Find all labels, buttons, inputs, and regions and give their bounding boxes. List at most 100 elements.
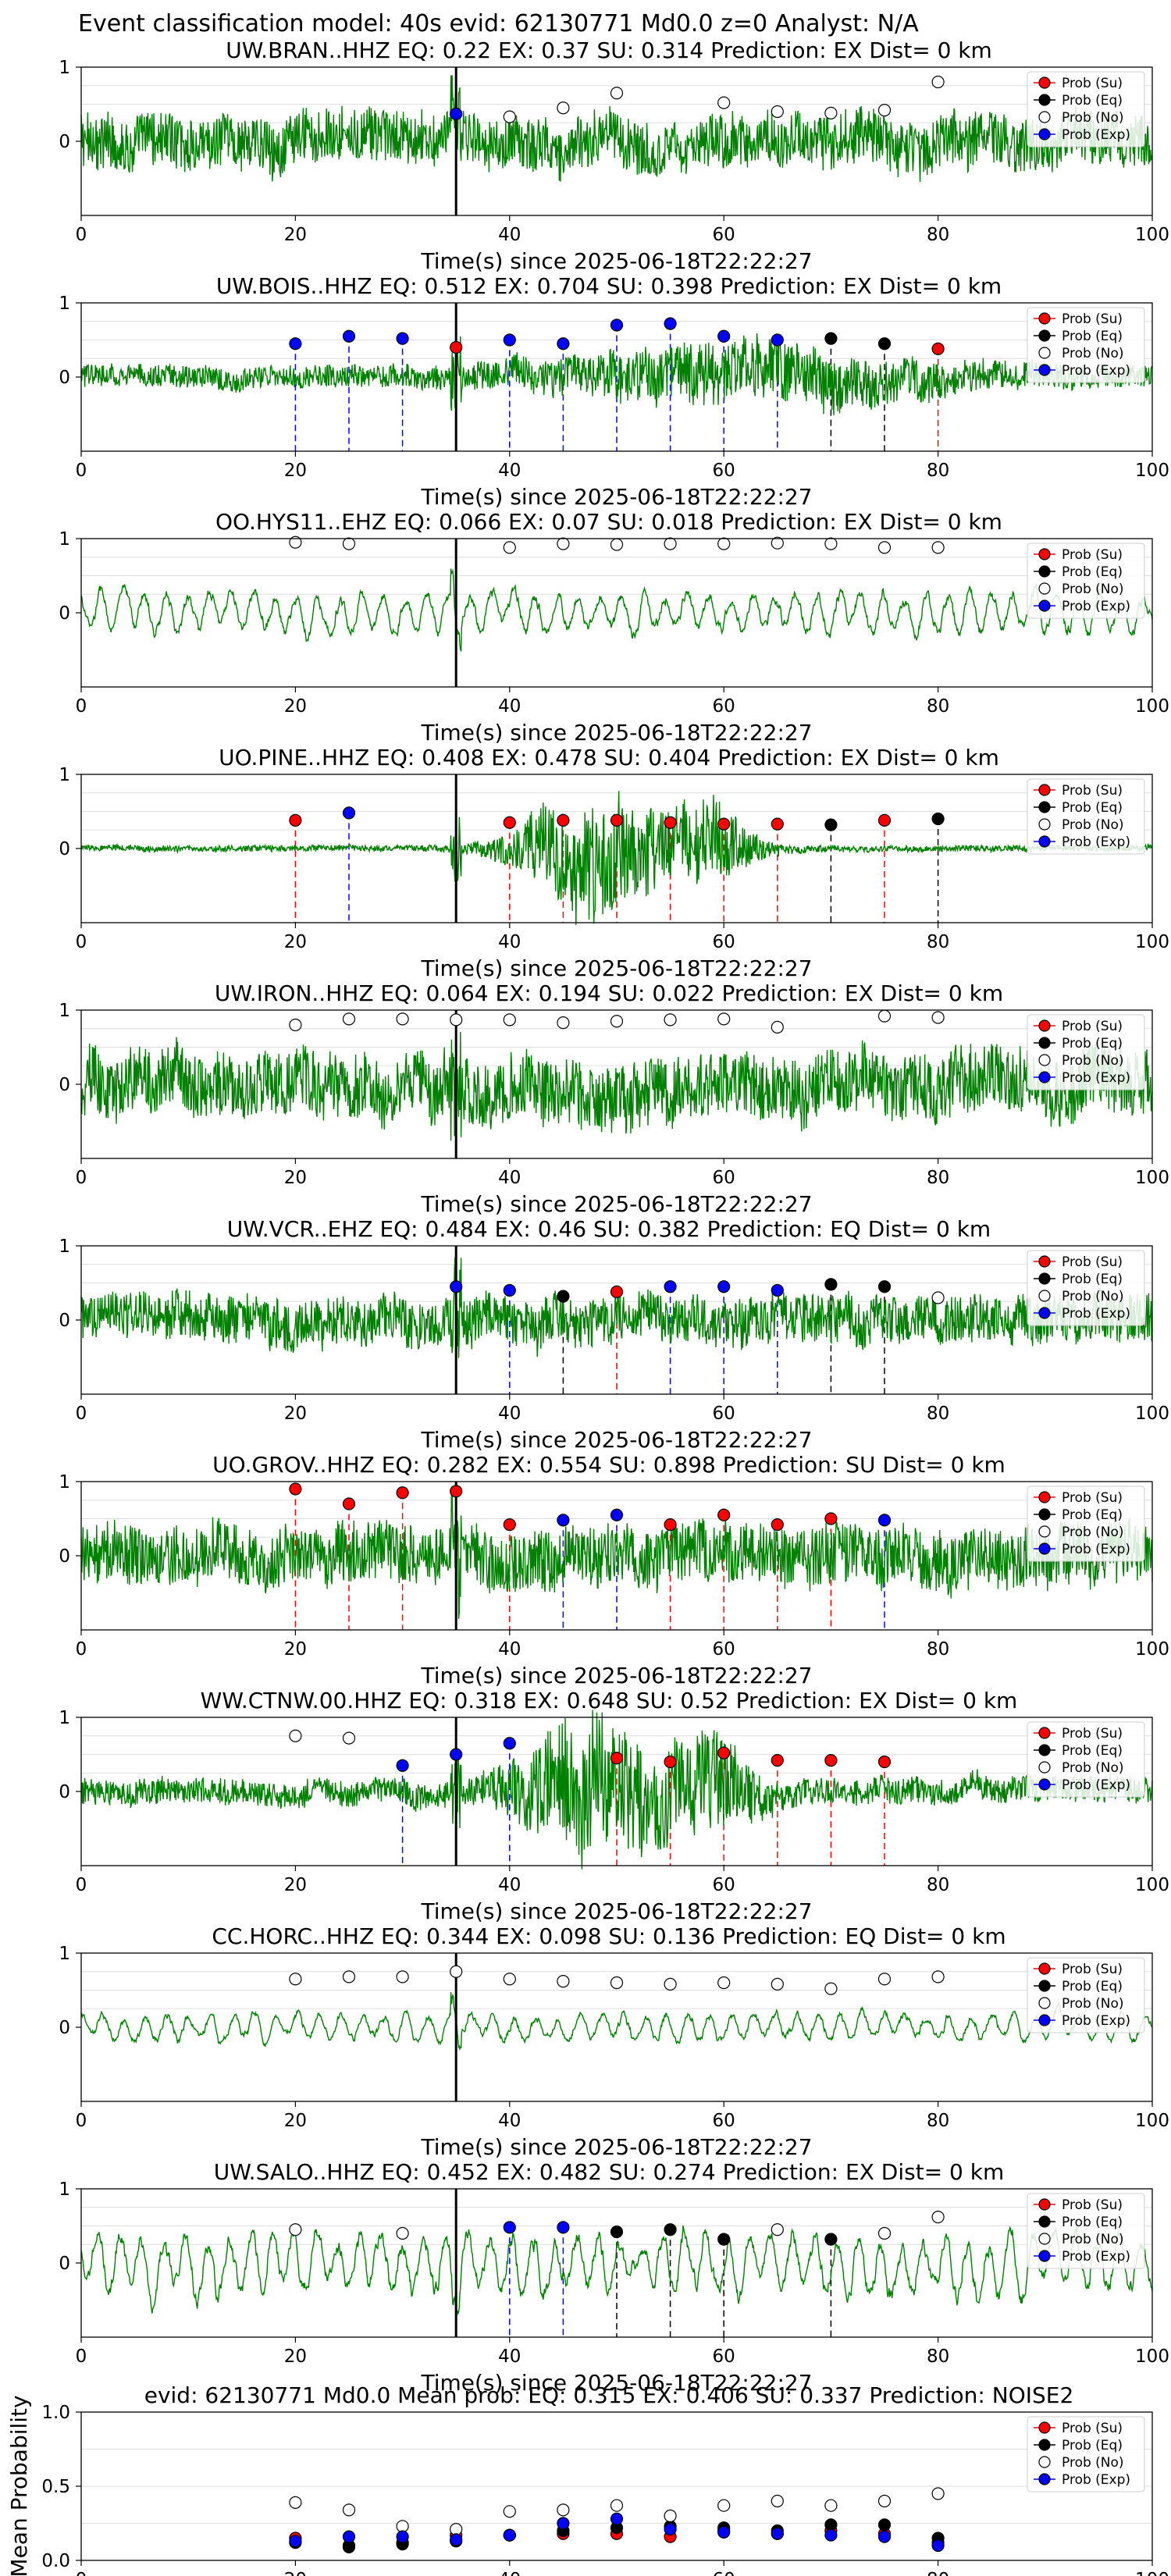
legend-box (1027, 71, 1145, 148)
prob-marker-exp (396, 332, 409, 345)
prob-marker-exp (450, 1748, 463, 1761)
legend-marker-no (1038, 818, 1051, 831)
legend-marker-no (1038, 111, 1051, 123)
prob-marker-no (342, 1012, 356, 1026)
legend-marker-su (1038, 1962, 1051, 1975)
prob-marker-no (771, 105, 784, 119)
legend-label-su: Prob (Su) (1062, 1490, 1123, 1506)
y-tick-label: 1 (59, 765, 70, 785)
prob-marker-eq (664, 2223, 677, 2236)
x-tick-label: 40 (498, 2111, 521, 2131)
legend-label-no: Prob (No) (1062, 582, 1124, 597)
prob-marker-no (931, 75, 945, 89)
legend-marker-no (1038, 1997, 1051, 2009)
prob-marker-no (877, 104, 892, 117)
legend-label-no: Prob (No) (1062, 110, 1124, 126)
legend-label-no: Prob (No) (1062, 2232, 1124, 2247)
x-tick-label: 60 (713, 1875, 735, 1895)
x-tick-label: 0 (76, 1875, 87, 1895)
legend-marker-eq (1038, 1272, 1051, 1285)
prob-marker-su (771, 1754, 784, 1767)
legend-label-exp: Prob (Exp) (1062, 363, 1130, 379)
prob-marker-no (931, 1970, 945, 1984)
legend-marker-eq (1038, 2215, 1051, 2228)
legend-label-eq: Prob (Eq) (1062, 2215, 1123, 2230)
legend-marker-su (1038, 1491, 1051, 1503)
mean-marker-exp (931, 2539, 945, 2553)
legend-label-no: Prob (No) (1062, 1053, 1124, 1069)
x-tick-label: 100 (1135, 932, 1169, 952)
legend-box (1027, 1485, 1145, 1562)
legend-label-su: Prob (Su) (1062, 1254, 1123, 1270)
legend-box (1027, 1014, 1145, 1091)
legend-label-no: Prob (No) (1062, 1760, 1124, 1776)
x-tick-label: 20 (284, 2347, 307, 2367)
legend-marker-eq (1038, 565, 1051, 578)
legend-box (1027, 2193, 1145, 2269)
prob-marker-no (396, 1970, 409, 1984)
x-tick-label: 0 (76, 1404, 87, 1424)
prob-marker-no (824, 1982, 838, 1995)
x-tick-label: 60 (713, 2347, 735, 2367)
mean-marker-no (342, 2503, 356, 2517)
x-tick-label: 80 (927, 461, 949, 481)
x-tick-label: 40 (498, 932, 521, 952)
legend-label-eq: Prob (Eq) (1062, 1507, 1123, 1523)
prob-marker-su (824, 1512, 838, 1525)
y-tick-label: 0 (59, 2018, 70, 2038)
prob-marker-no (771, 1020, 784, 1034)
y-tick-label: 0.0 (41, 2551, 70, 2571)
prob-marker-no (396, 1012, 409, 1026)
prob-marker-no (877, 541, 892, 554)
prob-marker-no (450, 1013, 463, 1026)
prob-marker-no (824, 106, 838, 119)
x-tick-label: 60 (713, 1404, 735, 1424)
x-tick-label: 100 (1135, 225, 1169, 245)
mean-marker-no (824, 2499, 838, 2512)
legend-marker-exp (1038, 2473, 1051, 2485)
legend-label-exp: Prob (Exp) (1062, 599, 1130, 614)
legend-marker-exp (1038, 1307, 1051, 1319)
prob-marker-exp (610, 318, 624, 332)
prob-marker-eq (931, 812, 945, 826)
prob-marker-no (503, 1973, 516, 1986)
x-tick-label: 0 (76, 1639, 87, 1660)
prob-marker-no (717, 1012, 731, 1026)
y-tick-label: 0.5 (41, 2477, 70, 2497)
prob-marker-no (342, 1970, 356, 1984)
prob-marker-no (503, 110, 516, 123)
legend-label-eq: Prob (Eq) (1062, 800, 1123, 816)
legend-label-eq: Prob (Eq) (1062, 1036, 1123, 1051)
mean-marker-eq (877, 2518, 892, 2532)
legend-marker-no (1038, 1761, 1051, 1774)
y-tick-label: 1.0 (41, 2403, 70, 2423)
prob-marker-exp (557, 337, 570, 350)
prob-marker-eq (824, 2233, 838, 2246)
x-tick-label: 60 (713, 2570, 735, 2576)
prob-marker-no (877, 1009, 892, 1023)
legend-label-su: Prob (Su) (1062, 1962, 1123, 1977)
prob-marker-eq (557, 1290, 570, 1303)
prob-marker-su (610, 1752, 624, 1765)
legend-marker-eq (1038, 801, 1051, 813)
prob-marker-su (771, 1517, 784, 1532)
x-tick-label: 20 (284, 1875, 307, 1895)
prob-marker-su (877, 1755, 892, 1769)
legend-marker-su (1038, 548, 1051, 560)
prob-marker-su (610, 813, 624, 827)
panel-title: UW.IRON..HHZ EQ: 0.064 EX: 0.194 SU: 0.0… (215, 980, 1003, 1006)
prob-marker-no (931, 541, 945, 554)
prob-marker-su (877, 813, 892, 827)
prob-marker-no (664, 1013, 677, 1026)
mean-marker-exp (610, 2512, 624, 2525)
prob-marker-no (396, 2226, 409, 2240)
prob-marker-no (877, 1973, 892, 1986)
prob-marker-no (771, 536, 784, 550)
x-axis-label: Time(s) since 2025-06-18T22:22:27 (420, 2370, 812, 2396)
legend-box (1027, 1250, 1145, 1326)
legend-marker-eq (1038, 1744, 1051, 1756)
legend-label-exp: Prob (Exp) (1062, 1070, 1130, 1086)
legend-marker-exp (1038, 835, 1051, 848)
y-tick-label: 1 (59, 1236, 70, 1257)
